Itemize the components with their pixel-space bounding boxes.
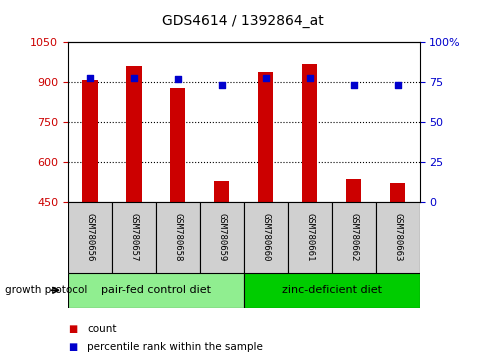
Bar (243, 273, 419, 308)
Text: ■: ■ (68, 342, 77, 352)
Bar (243, 202, 287, 273)
Bar (302, 64, 317, 202)
Text: GSM780659: GSM780659 (217, 213, 226, 261)
Point (130, 75, 137, 80)
Bar (331, 202, 375, 273)
Text: GSM780658: GSM780658 (173, 213, 182, 261)
Bar (389, 183, 405, 202)
Bar (257, 72, 273, 202)
Text: zinc-deficient diet: zinc-deficient diet (281, 285, 381, 295)
Text: growth protocol: growth protocol (5, 285, 87, 295)
Text: GDS4614 / 1392864_at: GDS4614 / 1392864_at (161, 14, 323, 28)
Point (261, 75, 269, 80)
Point (174, 76, 182, 82)
Bar (68, 202, 112, 273)
Text: GSM780656: GSM780656 (85, 213, 94, 261)
Text: count: count (87, 324, 117, 334)
Text: GSM780661: GSM780661 (304, 213, 314, 261)
Text: percentile rank within the sample: percentile rank within the sample (87, 342, 263, 352)
Bar (82, 80, 97, 202)
Bar (68, 273, 243, 308)
Point (217, 82, 225, 88)
Text: GSM780660: GSM780660 (261, 213, 270, 261)
Bar (199, 202, 243, 273)
Bar (213, 181, 229, 202)
Text: GSM780657: GSM780657 (129, 213, 138, 261)
Point (305, 75, 313, 80)
Bar (126, 67, 141, 202)
Bar (155, 202, 199, 273)
Bar (345, 179, 361, 202)
Point (393, 82, 401, 88)
Bar (112, 202, 155, 273)
Point (349, 82, 357, 88)
Bar (287, 202, 331, 273)
Bar (170, 87, 185, 202)
Text: pair-fed control diet: pair-fed control diet (101, 285, 211, 295)
Text: ■: ■ (68, 324, 77, 334)
Bar (375, 202, 419, 273)
Point (86, 75, 93, 80)
Text: GSM780663: GSM780663 (392, 213, 401, 261)
Text: GSM780662: GSM780662 (348, 213, 357, 261)
